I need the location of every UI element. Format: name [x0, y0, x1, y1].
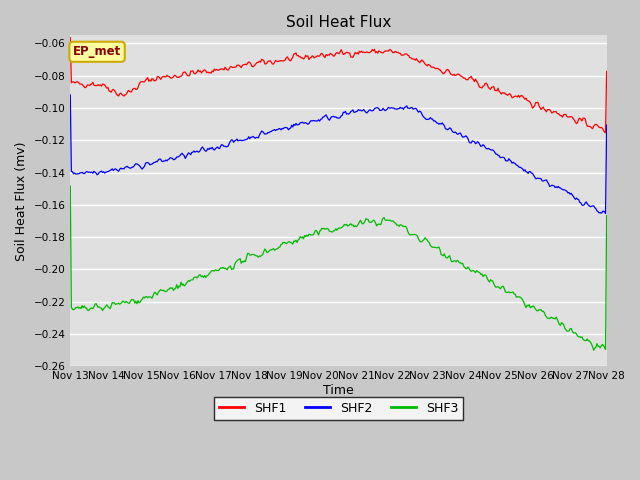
SHF2	[321, 113, 329, 119]
SHF3	[591, 345, 598, 351]
SHF2	[356, 107, 364, 113]
SHF3	[356, 217, 364, 223]
SHF2	[506, 157, 514, 163]
SHF1	[603, 69, 611, 74]
Title: Soil Heat Flux: Soil Heat Flux	[286, 15, 391, 30]
SHF1	[324, 52, 332, 58]
X-axis label: Time: Time	[323, 384, 354, 397]
SHF3	[506, 290, 514, 296]
Line: SHF1: SHF1	[70, 37, 607, 132]
SHF1	[602, 130, 609, 135]
SHF2	[324, 116, 332, 122]
SHF2	[386, 105, 394, 111]
SHF1	[590, 123, 598, 129]
Line: SHF2: SHF2	[70, 95, 607, 214]
SHF1	[506, 91, 514, 96]
SHF2	[67, 92, 74, 98]
SHF1	[321, 55, 329, 60]
Legend: SHF1, SHF2, SHF3: SHF1, SHF2, SHF3	[214, 396, 463, 420]
Y-axis label: Soil Heat Flux (mv): Soil Heat Flux (mv)	[15, 141, 28, 261]
SHF3	[321, 226, 329, 232]
SHF3	[324, 226, 332, 232]
SHF2	[602, 211, 609, 216]
Line: SHF3: SHF3	[70, 186, 607, 350]
SHF2	[603, 122, 611, 128]
SHF2	[590, 203, 598, 209]
SHF1	[356, 49, 364, 55]
SHF3	[386, 217, 394, 223]
SHF3	[590, 348, 598, 353]
SHF3	[603, 213, 611, 218]
Text: EP_met: EP_met	[73, 45, 121, 58]
SHF3	[67, 183, 74, 189]
SHF1	[386, 47, 394, 52]
SHF1	[67, 35, 74, 40]
